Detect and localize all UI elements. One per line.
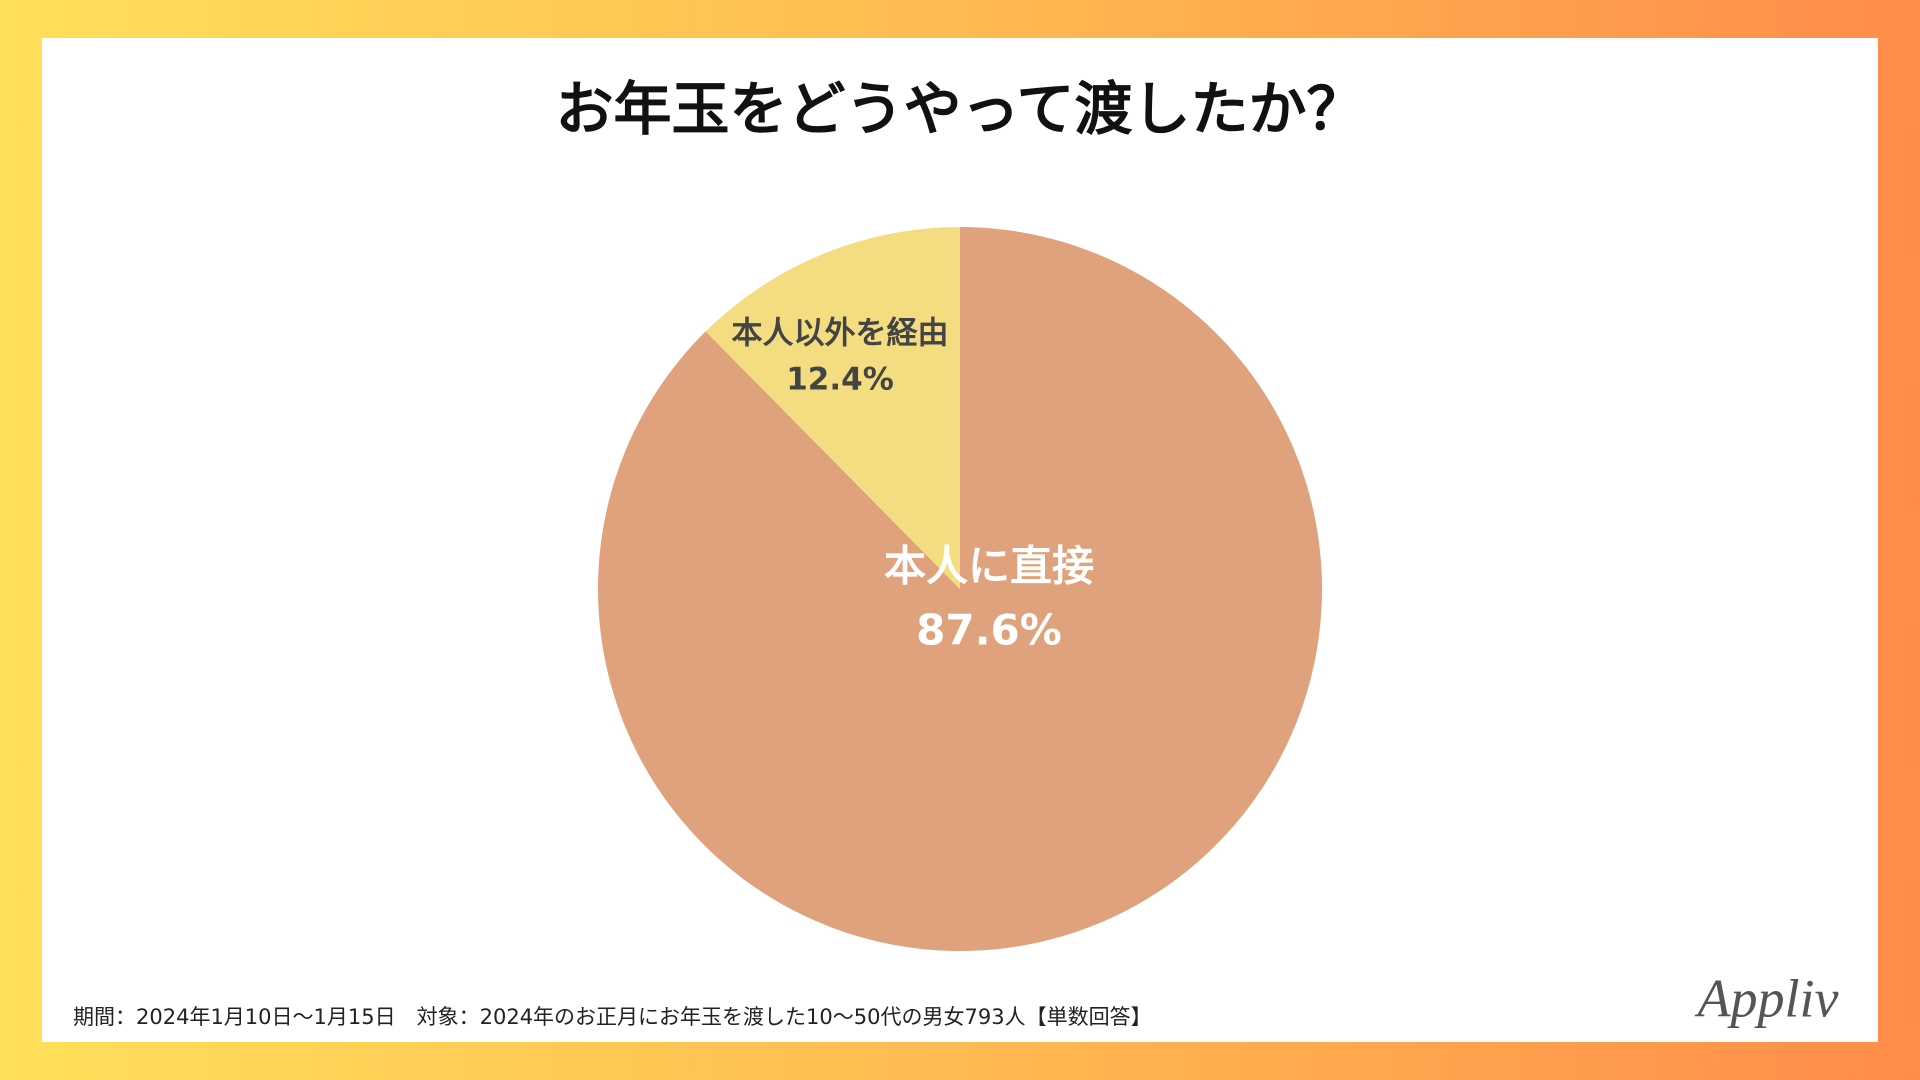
brand-logo: Appliv [1695, 968, 1839, 1028]
slice-value-label: 87.6% [916, 606, 1062, 655]
footnote: 期間：2024年1月10日〜1月15日 対象：2024年のお正月にお年玉を渡した… [73, 1005, 1152, 1029]
slice-category-label: 本人に直接 [884, 542, 1094, 591]
pie-slice [705, 227, 960, 589]
chart-title: お年玉をどうやって渡したか？ [555, 75, 1364, 143]
slice-category-label: 本人以外を経由 [732, 316, 949, 352]
slice-value-label: 12.4% [786, 362, 894, 398]
